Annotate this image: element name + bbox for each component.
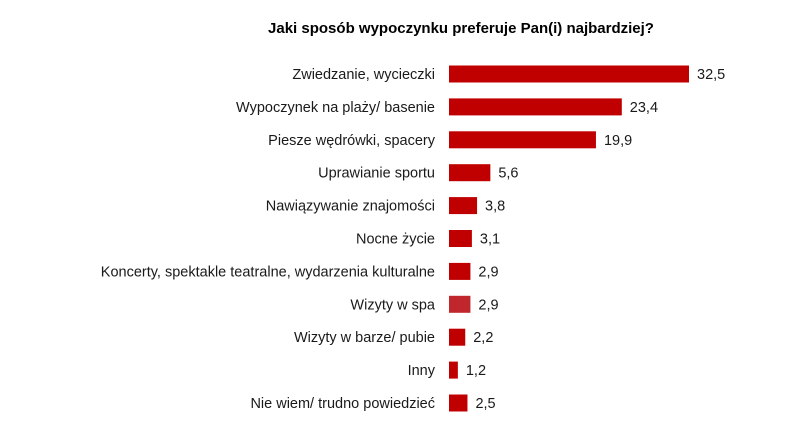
bar — [449, 197, 478, 215]
bar — [449, 328, 466, 346]
category-label: Nawiązywanie znajomości — [266, 199, 435, 215]
bar — [449, 131, 596, 149]
category-label: Uprawianie sportu — [318, 166, 435, 182]
category-label: Inny — [408, 363, 436, 379]
data-label: 2,5 — [475, 396, 495, 412]
bar — [449, 394, 468, 412]
data-label: 5,6 — [498, 166, 518, 182]
category-label: Zwiedzanie, wycieczki — [292, 67, 435, 83]
bar — [449, 295, 471, 313]
category-label: Nocne życie — [356, 232, 435, 248]
category-label: Nie wiem/ trudno powiedzieć — [250, 396, 435, 412]
category-label: Wypoczynek na plaży/ basenie — [236, 100, 435, 116]
bar — [449, 262, 471, 280]
category-label: Wizyty w spa — [350, 297, 436, 313]
bar — [449, 361, 458, 379]
data-label: 19,9 — [604, 133, 632, 149]
bar — [449, 230, 472, 247]
category-label: Piesze wędrówki, spacery — [268, 133, 436, 149]
data-label: 2,9 — [478, 264, 498, 280]
category-label: Wizyty w barze/ pubie — [294, 330, 435, 346]
data-label: 1,2 — [466, 363, 486, 379]
bar — [449, 65, 689, 83]
bar — [449, 164, 491, 182]
chart-title: Jaki sposób wypoczynku preferuje Pan(i) … — [268, 20, 654, 37]
data-label: 2,2 — [473, 330, 493, 346]
data-label: 3,1 — [480, 232, 500, 248]
category-label: Koncerty, spektakle teatralne, wydarzeni… — [101, 264, 435, 280]
bar — [449, 98, 622, 116]
data-label: 3,8 — [485, 199, 505, 215]
data-label: 23,4 — [630, 100, 658, 116]
data-label: 2,9 — [478, 297, 498, 313]
data-label: 32,5 — [697, 67, 725, 83]
